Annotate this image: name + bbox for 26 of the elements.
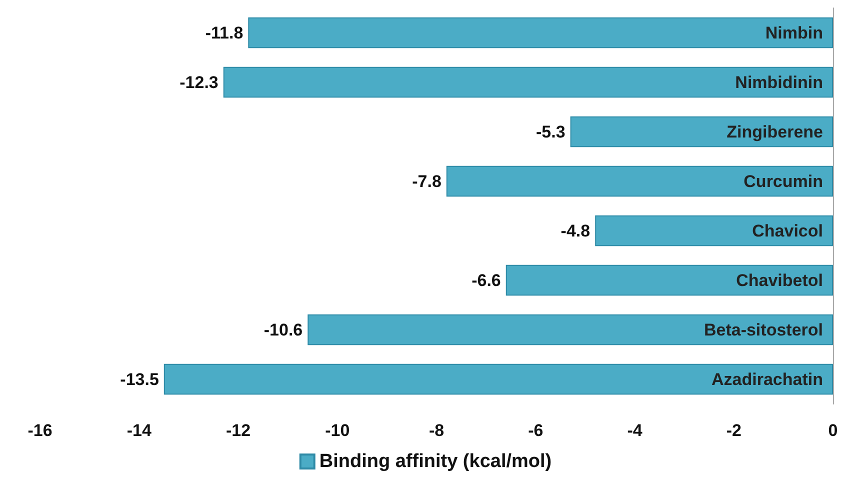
y-tick-label: Zingiberene [726,122,823,142]
y-tick-label: Curcumin [744,172,823,191]
data-label: -5.3 [536,122,566,142]
y-tick-label: Azadirachatin [712,370,823,389]
y-tick-label: Beta-sitosterol [704,320,823,340]
y-tick-label: Chavibetol [736,270,823,290]
x-tick-label: -12 [226,421,251,440]
x-tick-label: -16 [28,421,52,440]
data-label: -6.6 [472,270,501,290]
x-tick-label: -4 [627,421,643,440]
x-tick-label: -6 [528,421,544,440]
data-label: -11.8 [205,23,244,42]
x-tick-label: -2 [726,421,742,440]
x-tick-label: -8 [428,421,444,440]
y-tick-label: Chavicol [752,221,823,240]
x-tick-label: -14 [126,421,152,440]
data-label: -7.8 [412,172,442,191]
data-label: -10.6 [264,320,303,340]
data-label: -4.8 [560,221,590,240]
y-tick-label: Nimbidinin [735,72,823,92]
legend-label: Binding affinity (kcal/mol) [319,451,552,472]
data-label: -13.5 [120,370,159,389]
data-label: -12.3 [180,72,218,92]
x-tick-label: 0 [828,421,838,440]
x-tick-label: -10 [325,421,350,440]
y-tick-label: Nimbin [765,23,823,42]
